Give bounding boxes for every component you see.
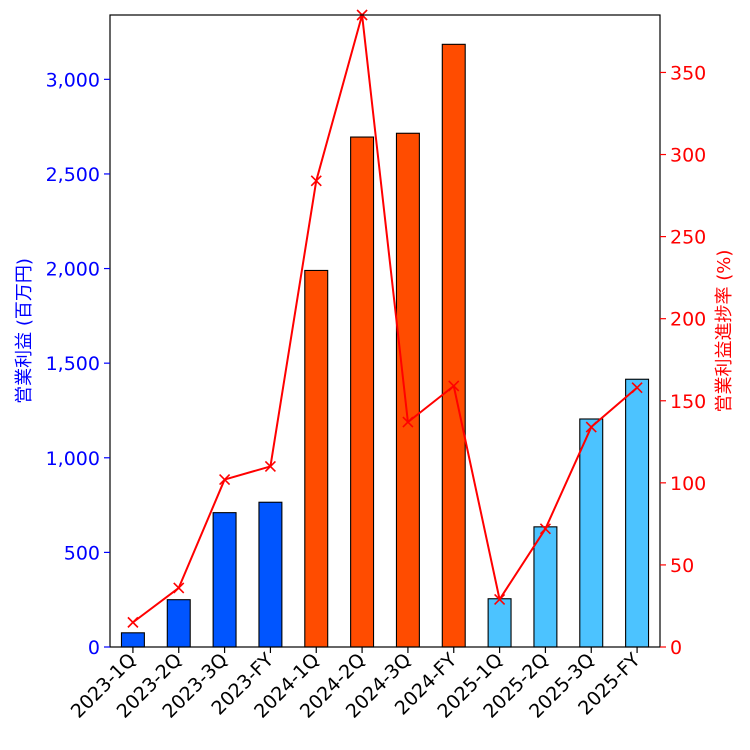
bar-2024-2Q [350, 136, 375, 648]
progress-marker-2025-3Q [585, 421, 597, 433]
bar-2023-3Q [212, 512, 237, 648]
marker-stroke [585, 421, 597, 433]
marker-stroke [494, 593, 506, 605]
bar-2023-1Q [120, 632, 145, 648]
left-tick-label: 3,000 [46, 69, 100, 91]
left-axis-title: 営業利益 (百万円) [14, 258, 35, 404]
marker-stroke [310, 175, 322, 187]
progress-line [132, 14, 638, 624]
progress-marker-2025-FY [631, 382, 643, 394]
left-tick-label: 1,000 [46, 448, 100, 470]
left-tick-label: 1,500 [46, 353, 100, 375]
marker-stroke [402, 416, 414, 428]
progress-marker-2023-1Q [127, 616, 139, 628]
marker-stroke [264, 460, 276, 472]
progress-line-layer [127, 9, 643, 628]
right-tick-label: 300 [670, 145, 706, 167]
marker-stroke [448, 380, 460, 392]
marker-stroke [173, 582, 185, 594]
plot-frame [109, 14, 661, 648]
progress-marker-2024-FY [448, 380, 460, 392]
bar-2025-FY [625, 378, 650, 648]
plot-border [109, 14, 661, 648]
progress-marker-2023-FY [264, 460, 276, 472]
right-tick-label: 200 [670, 309, 706, 331]
bar-2025-1Q [487, 598, 512, 648]
right-tick-label: 0 [670, 637, 682, 659]
right-tick-label: 150 [670, 391, 706, 413]
progress-marker-2024-3Q [402, 416, 414, 428]
bar-2024-3Q [395, 132, 420, 648]
progress-marker-2023-3Q [219, 473, 231, 486]
marker-stroke [631, 382, 643, 394]
bar-2024-FY [441, 43, 466, 648]
right-tick-label: 50 [670, 555, 694, 577]
bar-2025-3Q [579, 418, 604, 648]
right-axis-title: 営業利益進捗率 (%) [714, 250, 735, 413]
right-tick-label: 250 [670, 227, 706, 249]
marker-stroke [539, 523, 551, 535]
marker-stroke [219, 473, 231, 486]
progress-marker-2024-1Q [310, 175, 322, 187]
left-tick-label: 0 [88, 637, 100, 659]
left-tick-label: 500 [64, 542, 100, 564]
left-tick-label: 2,000 [46, 259, 100, 281]
left-tick-label: 2,500 [46, 164, 100, 186]
right-axis: 0 50 100 150 200 250 300 350 [660, 62, 706, 659]
progress-marker-2023-2Q [173, 582, 185, 594]
bar-2023-2Q [166, 599, 191, 648]
marker-stroke [127, 616, 139, 628]
right-tick-label: 100 [670, 473, 706, 495]
bar-2023-FY [258, 501, 283, 648]
left-axis: 0 500 1,000 1,500 2,000 2,500 3,000 [46, 69, 110, 659]
x-axis: 2023-1Q2023-2Q2023-3Q2023-FY2024-1Q2024-… [67, 647, 645, 723]
bars-layer [120, 43, 650, 648]
progress-marker-2025-2Q [539, 523, 551, 535]
right-tick-label: 350 [670, 62, 706, 84]
progress-marker-2025-1Q [494, 593, 506, 605]
bar-2024-1Q [304, 269, 329, 648]
bar-2025-2Q [533, 526, 558, 648]
